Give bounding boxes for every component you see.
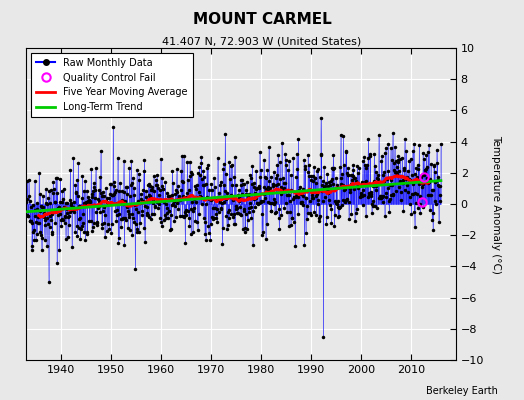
Legend: Raw Monthly Data, Quality Control Fail, Five Year Moving Average, Long-Term Tren: Raw Monthly Data, Quality Control Fail, … — [31, 53, 192, 117]
Y-axis label: Temperature Anomaly (°C): Temperature Anomaly (°C) — [491, 134, 501, 274]
Text: MOUNT CARMEL: MOUNT CARMEL — [193, 12, 331, 27]
Text: Berkeley Earth: Berkeley Earth — [426, 386, 498, 396]
Text: 41.407 N, 72.903 W (United States): 41.407 N, 72.903 W (United States) — [162, 36, 362, 46]
